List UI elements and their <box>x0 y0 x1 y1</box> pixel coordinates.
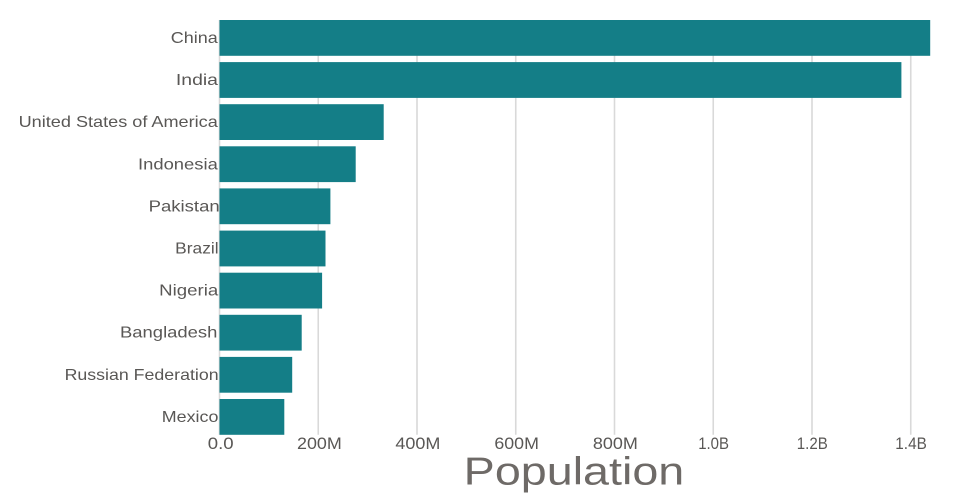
svg-text:1.2B: 1.2B <box>797 435 828 453</box>
svg-text:400M: 400M <box>395 435 440 453</box>
svg-text:Pakistan: Pakistan <box>149 198 220 215</box>
svg-text:1.0B: 1.0B <box>698 435 729 453</box>
svg-text:Indonesia: Indonesia <box>138 156 218 173</box>
svg-text:Bangladesh: Bangladesh <box>120 325 217 342</box>
svg-text:Russian Federation: Russian Federation <box>65 367 219 384</box>
svg-text:India: India <box>176 72 218 89</box>
svg-text:600M: 600M <box>494 435 539 453</box>
svg-text:Brazil: Brazil <box>175 241 218 258</box>
svg-text:0.0: 0.0 <box>208 435 234 453</box>
svg-text:Nigeria: Nigeria <box>159 283 218 300</box>
svg-text:Population: Population <box>464 450 685 493</box>
svg-text:200M: 200M <box>297 435 342 453</box>
svg-text:Mexico: Mexico <box>162 409 219 426</box>
svg-text:800M: 800M <box>593 435 638 453</box>
svg-text:United States of America: United States of America <box>19 114 218 131</box>
svg-text:China: China <box>171 30 218 47</box>
svg-text:1.4B: 1.4B <box>895 435 927 453</box>
